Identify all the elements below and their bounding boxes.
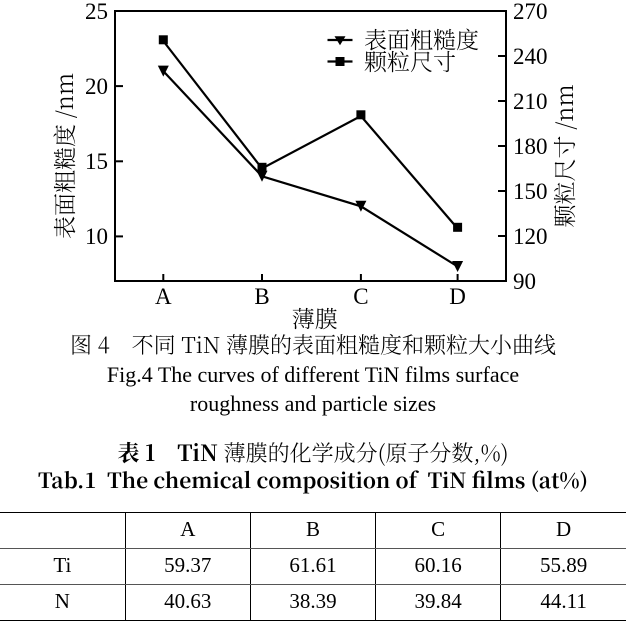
svg-text:10: 10 [85,224,108,249]
svg-text:B: B [254,284,269,309]
svg-text:25: 25 [85,0,108,24]
svg-text:图 4 不同 TiN 薄膜的表面粗糙度和颗粒大小曲线: 图 4 不同 TiN 薄膜的表面粗糙度和颗粒大小曲线 [70,329,556,360]
svg-text:表面粗糙度 /nm: 表面粗糙度 /nm [47,73,80,239]
svg-text:90: 90 [513,269,536,294]
svg-text:颗粒尺寸 /nm: 颗粒尺寸 /nm [547,84,580,227]
svg-text:120: 120 [513,224,548,249]
svg-text:270: 270 [513,0,548,24]
svg-text:15: 15 [85,149,108,174]
svg-text:颗粒尺寸: 颗粒尺寸 [364,44,456,77]
svg-text:C: C [353,284,368,309]
svg-text:20: 20 [85,74,108,99]
svg-text:150: 150 [513,179,548,204]
svg-text:roughness and particle sizes: roughness and particle sizes [190,391,436,416]
svg-text:A: A [155,284,172,309]
svg-text:Fig.4 The curves of different: Fig.4 The curves of different TiN films … [107,362,519,387]
svg-text:210: 210 [513,89,548,114]
svg-text:180: 180 [513,134,548,159]
svg-text:D: D [449,284,466,309]
svg-text:240: 240 [513,44,548,69]
